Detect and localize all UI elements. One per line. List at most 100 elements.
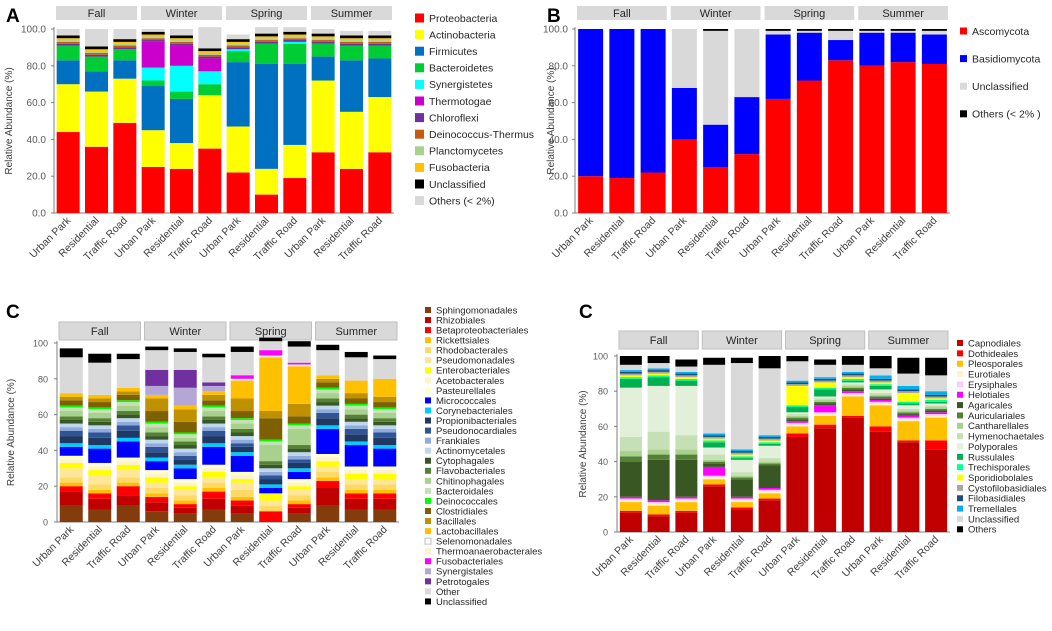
bar-segment: [311, 80, 335, 153]
bar-segment: [786, 436, 809, 532]
bar-segment: [202, 405, 226, 408]
bar-stack: [88, 353, 112, 522]
legend-swatch: [960, 27, 967, 35]
legend-label: Chitinophagales: [436, 476, 504, 487]
bar-segment: [344, 470, 368, 474]
y-tick-label: 100.0: [543, 25, 568, 36]
legend-swatch: [425, 518, 431, 525]
bar-segment: [869, 375, 892, 379]
y-tick-label: 100: [593, 352, 608, 362]
bar-segment: [230, 436, 254, 440]
legend-label: Fusobacteriales: [436, 557, 503, 568]
bar-segment: [703, 484, 726, 487]
bar-segment: [259, 411, 283, 419]
bar-segment: [828, 30, 854, 41]
bar-segment: [88, 445, 112, 449]
bar-segment: [259, 350, 283, 356]
bar-segment: [202, 407, 226, 412]
bar-segment: [85, 46, 108, 50]
bar-segment: [897, 401, 920, 404]
bar-segment: [59, 405, 83, 408]
bar-stack: [814, 359, 837, 532]
bar-segment: [869, 389, 892, 393]
bar-segment: [368, 35, 392, 39]
bar-segment: [198, 27, 222, 49]
bar-segment: [283, 36, 307, 39]
bar-segment: [869, 394, 892, 397]
bar-segment: [647, 454, 670, 460]
y-tick-label: 40: [598, 457, 608, 467]
bar-segment: [230, 471, 254, 476]
bar-segment: [259, 439, 283, 442]
legend-swatch: [425, 467, 431, 474]
bar-segment: [202, 477, 226, 483]
legend-swatch: [957, 350, 963, 357]
bar-segment: [116, 470, 140, 478]
bar-segment: [758, 458, 781, 462]
bar-segment: [230, 446, 254, 453]
bar-stack: [869, 356, 892, 532]
bar-stack: [116, 353, 140, 522]
bar-segment: [730, 502, 753, 508]
bar-segment: [841, 371, 864, 374]
legend-swatch: [415, 196, 424, 206]
bar-segment: [373, 428, 397, 433]
bar-segment: [316, 466, 340, 472]
bar-segment: [287, 403, 311, 417]
bar-segment: [230, 439, 254, 444]
bar-segment: [259, 418, 283, 440]
legend-swatch: [957, 515, 963, 522]
bar-segment: [59, 491, 83, 506]
bar-segment: [344, 479, 368, 485]
bar-segment: [841, 378, 864, 381]
bar-segment: [230, 443, 254, 447]
bar-segment: [647, 385, 670, 432]
bar-segment: [841, 417, 864, 532]
legend-label: Cytophagales: [436, 456, 494, 467]
bar-segment: [255, 38, 278, 41]
bar-segment: [316, 477, 340, 481]
bar-segment: [373, 470, 397, 474]
bar-segment: [202, 382, 226, 386]
bar-segment: [259, 337, 283, 342]
bar-stack: [619, 356, 642, 532]
bar-segment: [373, 378, 397, 397]
bar-segment: [373, 509, 397, 522]
bar-segment: [259, 475, 283, 480]
bar-stack: [368, 30, 392, 213]
bar-segment: [734, 97, 760, 155]
bar-segment: [730, 472, 753, 476]
bar-segment: [230, 378, 254, 381]
bar-segment: [897, 385, 920, 390]
bar-segment: [145, 452, 169, 458]
panel-letter: B: [547, 6, 561, 27]
legend-swatch: [425, 457, 431, 464]
legend-label: Erysiphales: [968, 380, 1017, 391]
legend-label: Agaricales: [968, 401, 1013, 412]
bar-segment: [56, 41, 80, 44]
bar-segment: [283, 34, 307, 37]
bar-segment: [647, 502, 670, 504]
bar-segment: [173, 489, 197, 496]
bar-segment: [925, 440, 948, 450]
legend-label: Enterobacteriales: [436, 366, 510, 377]
bar-segment: [173, 434, 197, 438]
bar-segment: [765, 98, 791, 213]
bar-segment: [730, 479, 753, 497]
bar-segment: [758, 356, 781, 369]
bar-segment: [141, 29, 165, 32]
legend-swatch: [957, 371, 963, 378]
bar-segment: [116, 464, 140, 471]
bar-stack: [841, 356, 864, 532]
bar-segment: [85, 54, 108, 57]
bar-segment: [368, 45, 392, 59]
legend-label: Pseudomonadales: [436, 356, 515, 367]
bar-segment: [113, 43, 137, 46]
season-header: [56, 6, 137, 20]
bar-segment: [287, 362, 311, 365]
season-header: [311, 6, 392, 20]
bar-segment: [88, 462, 112, 467]
bar-segment: [287, 459, 311, 463]
bar-segment: [340, 111, 363, 169]
y-tick-label: 40.0: [549, 135, 569, 146]
